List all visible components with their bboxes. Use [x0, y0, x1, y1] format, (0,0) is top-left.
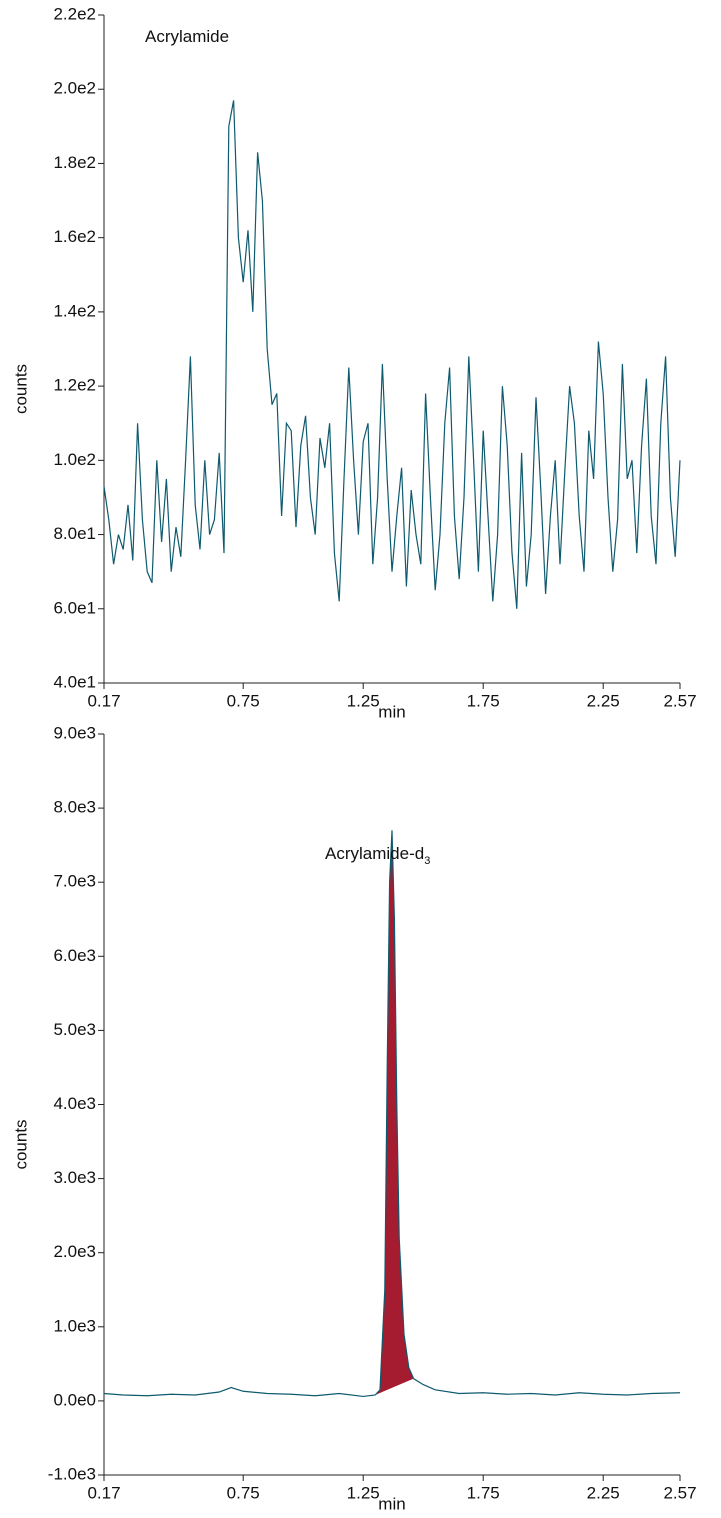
- x-tick-label: 1.75: [467, 691, 500, 710]
- annotation-subscript: 3: [424, 855, 430, 867]
- y-tick-label: 2.0e2: [53, 79, 96, 98]
- y-tick-label: 6.0e1: [53, 598, 96, 617]
- y-tick-label: 6.0e3: [53, 946, 96, 965]
- x-tick-label: 2.25: [587, 1483, 620, 1502]
- x-tick-label: 0.75: [227, 1483, 260, 1502]
- x-tick-label: 2.57: [663, 1483, 696, 1502]
- y-tick-label: 2.2e2: [53, 4, 96, 23]
- x-tick-label: 1.75: [467, 1483, 500, 1502]
- y-tick-label: 2.0e3: [53, 1242, 96, 1261]
- y-tick-label: 9.0e3: [53, 723, 96, 742]
- x-tick-label: 2.25: [587, 691, 620, 710]
- x-tick-label: 1.25: [347, 691, 380, 710]
- y-tick-label: 5.0e3: [53, 1020, 96, 1039]
- y-tick-label: 1.8e2: [53, 153, 96, 172]
- y-tick-label: 1.6e2: [53, 227, 96, 246]
- x-tick-label: 0.17: [87, 1483, 120, 1502]
- y-axis-label: counts: [11, 1119, 30, 1169]
- y-tick-label: 4.0e1: [53, 672, 96, 691]
- x-tick-label: 0.75: [227, 691, 260, 710]
- y-tick-label: 1.0e2: [53, 450, 96, 469]
- y-tick-label: 7.0e3: [53, 872, 96, 891]
- y-tick-label: -1.0e3: [48, 1464, 96, 1483]
- x-tick-label: 2.57: [663, 691, 696, 710]
- annotation: Acrylamide-d3: [325, 844, 430, 866]
- signal-line: [103, 100, 681, 609]
- integrated-peak-area: [375, 830, 414, 1395]
- y-tick-label: 1.0e3: [53, 1316, 96, 1335]
- x-tick-label: 0.17: [87, 691, 120, 710]
- y-tick-label: 1.4e2: [53, 301, 96, 320]
- x-axis-label: min: [378, 1494, 405, 1513]
- y-tick-label: 8.0e3: [53, 798, 96, 817]
- annotation: Acrylamide: [145, 27, 229, 46]
- annotation-text: Acrylamide: [145, 27, 229, 46]
- x-axis-label: min: [378, 702, 405, 721]
- y-axis-label: counts: [11, 364, 30, 414]
- y-tick-label: 0.0e0: [53, 1390, 96, 1409]
- signal-line: [103, 830, 681, 1398]
- y-tick-label: 4.0e3: [53, 1094, 96, 1113]
- x-tick-label: 1.25: [347, 1483, 380, 1502]
- y-tick-label: 3.0e3: [53, 1168, 96, 1187]
- annotation-text: Acrylamide-d: [325, 844, 424, 863]
- y-tick-label: 8.0e1: [53, 524, 96, 543]
- y-tick-label: 1.2e2: [53, 376, 96, 395]
